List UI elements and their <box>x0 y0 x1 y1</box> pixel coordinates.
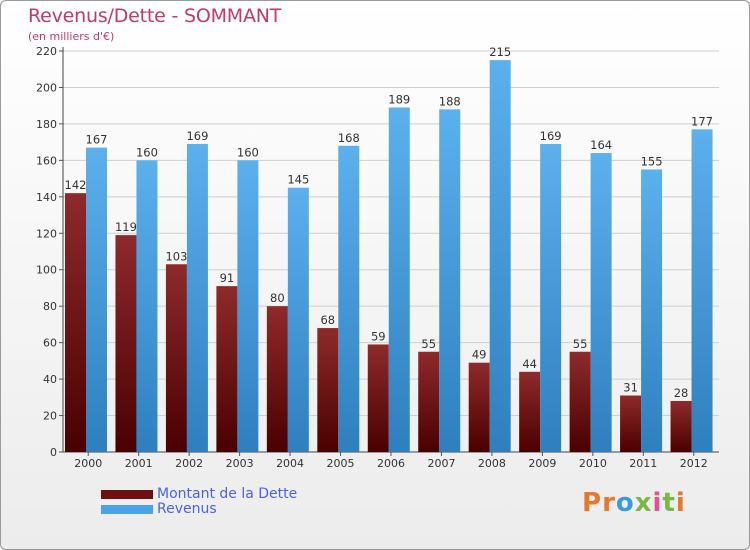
bar-dette-2006 <box>367 344 389 452</box>
y-tick-label: 120 <box>36 227 57 240</box>
data-label-dette-2005: 68 <box>320 313 335 327</box>
bar-dette-2010 <box>569 351 591 452</box>
bar-dette-2001 <box>115 235 137 452</box>
bar-revenus-2002 <box>186 143 208 452</box>
data-label-dette-2008: 49 <box>472 348 487 362</box>
legend-label-dette: Montant de la Dette <box>157 486 298 502</box>
logo-letter: r <box>602 488 616 518</box>
data-label-revenus-2003: 160 <box>237 145 259 159</box>
chart-title: Revenus/Dette - SOMMANT <box>28 5 282 27</box>
data-label-revenus-2010: 164 <box>590 138 612 152</box>
bar-dette-2002 <box>165 264 187 452</box>
bar-dette-2007 <box>418 351 440 452</box>
bar-revenus-2000 <box>86 147 107 452</box>
data-label-dette-2007: 55 <box>421 337 436 351</box>
bar-revenus-2004 <box>287 187 309 453</box>
y-tick-label: 80 <box>43 300 57 313</box>
data-label-dette-2009: 44 <box>522 357 537 371</box>
bar-dette-2000 <box>65 193 86 452</box>
logo-letter: i <box>675 488 686 518</box>
x-tick-label: 2010 <box>579 457 607 470</box>
data-label-revenus-2009: 169 <box>540 129 562 143</box>
x-tick-label: 2004 <box>276 457 304 470</box>
bar-revenus-2007 <box>439 109 461 452</box>
y-tick-label: 0 <box>50 446 57 459</box>
x-tick-label: 2007 <box>427 457 455 470</box>
data-label-revenus-2007: 188 <box>439 94 461 108</box>
bar-revenus-2009 <box>540 143 562 452</box>
y-tick-label: 200 <box>36 81 57 94</box>
logo-letter: i <box>652 488 663 518</box>
bar-dette-2003 <box>216 286 238 452</box>
legend-label-revenus: Revenus <box>157 501 217 517</box>
data-label-dette-2001: 119 <box>115 220 137 234</box>
y-tick-label: 100 <box>36 264 57 277</box>
y-tick-label: 160 <box>36 154 57 167</box>
legend-swatch-revenus <box>101 505 153 514</box>
data-label-revenus-2011: 155 <box>641 154 663 168</box>
x-tick-label: 2001 <box>125 457 153 470</box>
proxiti-logo: Proxiti <box>582 488 686 518</box>
data-label-revenus-2005: 168 <box>338 131 360 145</box>
data-label-revenus-2008: 215 <box>489 45 511 59</box>
bar-revenus-2012 <box>691 129 713 453</box>
data-label-dette-2011: 31 <box>623 380 638 394</box>
bar-revenus-2003 <box>237 160 259 452</box>
bar-dette-2009 <box>519 371 541 452</box>
x-tick-label: 2000 <box>74 457 102 470</box>
x-tick-label: 2008 <box>478 457 506 470</box>
bar-revenus-2005 <box>338 145 360 453</box>
logo-letter: x <box>634 488 653 518</box>
bar-dette-2008 <box>468 362 490 452</box>
logo-letter: o <box>615 488 635 518</box>
bar-revenus-2011 <box>641 169 663 452</box>
data-label-dette-2000: 142 <box>65 178 87 192</box>
data-label-revenus-2012: 177 <box>691 114 713 128</box>
bar-dette-2004 <box>266 306 288 452</box>
y-tick-label: 180 <box>36 118 57 131</box>
logo-letter: t <box>662 488 676 518</box>
x-tick-label: 2002 <box>175 457 203 470</box>
chart-subtitle: (en milliers d'€) <box>28 30 115 43</box>
bar-dette-2005 <box>317 328 339 452</box>
bar-revenus-2001 <box>136 160 158 452</box>
data-label-dette-2004: 80 <box>270 291 285 305</box>
y-tick-label: 20 <box>43 410 57 423</box>
data-label-revenus-2002: 169 <box>186 129 208 143</box>
bar-revenus-2006 <box>388 107 410 452</box>
data-label-dette-2012: 28 <box>674 386 689 400</box>
y-tick-label: 40 <box>43 373 57 386</box>
bar-revenus-2008 <box>489 60 511 452</box>
x-tick-label: 2006 <box>377 457 405 470</box>
data-label-revenus-2004: 145 <box>287 173 309 187</box>
y-tick-label: 140 <box>36 191 57 204</box>
y-tick-label: 60 <box>43 337 57 350</box>
bar-dette-2011 <box>620 395 642 452</box>
x-tick-label: 2009 <box>528 457 556 470</box>
bar-revenus-2010 <box>590 153 612 452</box>
x-tick-label: 2003 <box>226 457 254 470</box>
data-label-revenus-2006: 189 <box>388 93 410 107</box>
data-label-dette-2003: 91 <box>220 271 235 285</box>
x-tick-label: 2012 <box>680 457 708 470</box>
data-label-dette-2002: 103 <box>165 249 187 263</box>
data-label-dette-2006: 59 <box>371 329 386 343</box>
legend-swatch-dette <box>101 490 153 499</box>
x-tick-label: 2011 <box>629 457 657 470</box>
logo-letter: P <box>582 488 603 518</box>
x-tick-label: 2005 <box>327 457 355 470</box>
data-label-revenus-2001: 160 <box>136 145 158 159</box>
y-tick-label: 220 <box>36 45 57 58</box>
data-label-dette-2010: 55 <box>573 337 588 351</box>
bar-dette-2012 <box>670 400 692 452</box>
data-label-revenus-2000: 167 <box>86 133 108 147</box>
